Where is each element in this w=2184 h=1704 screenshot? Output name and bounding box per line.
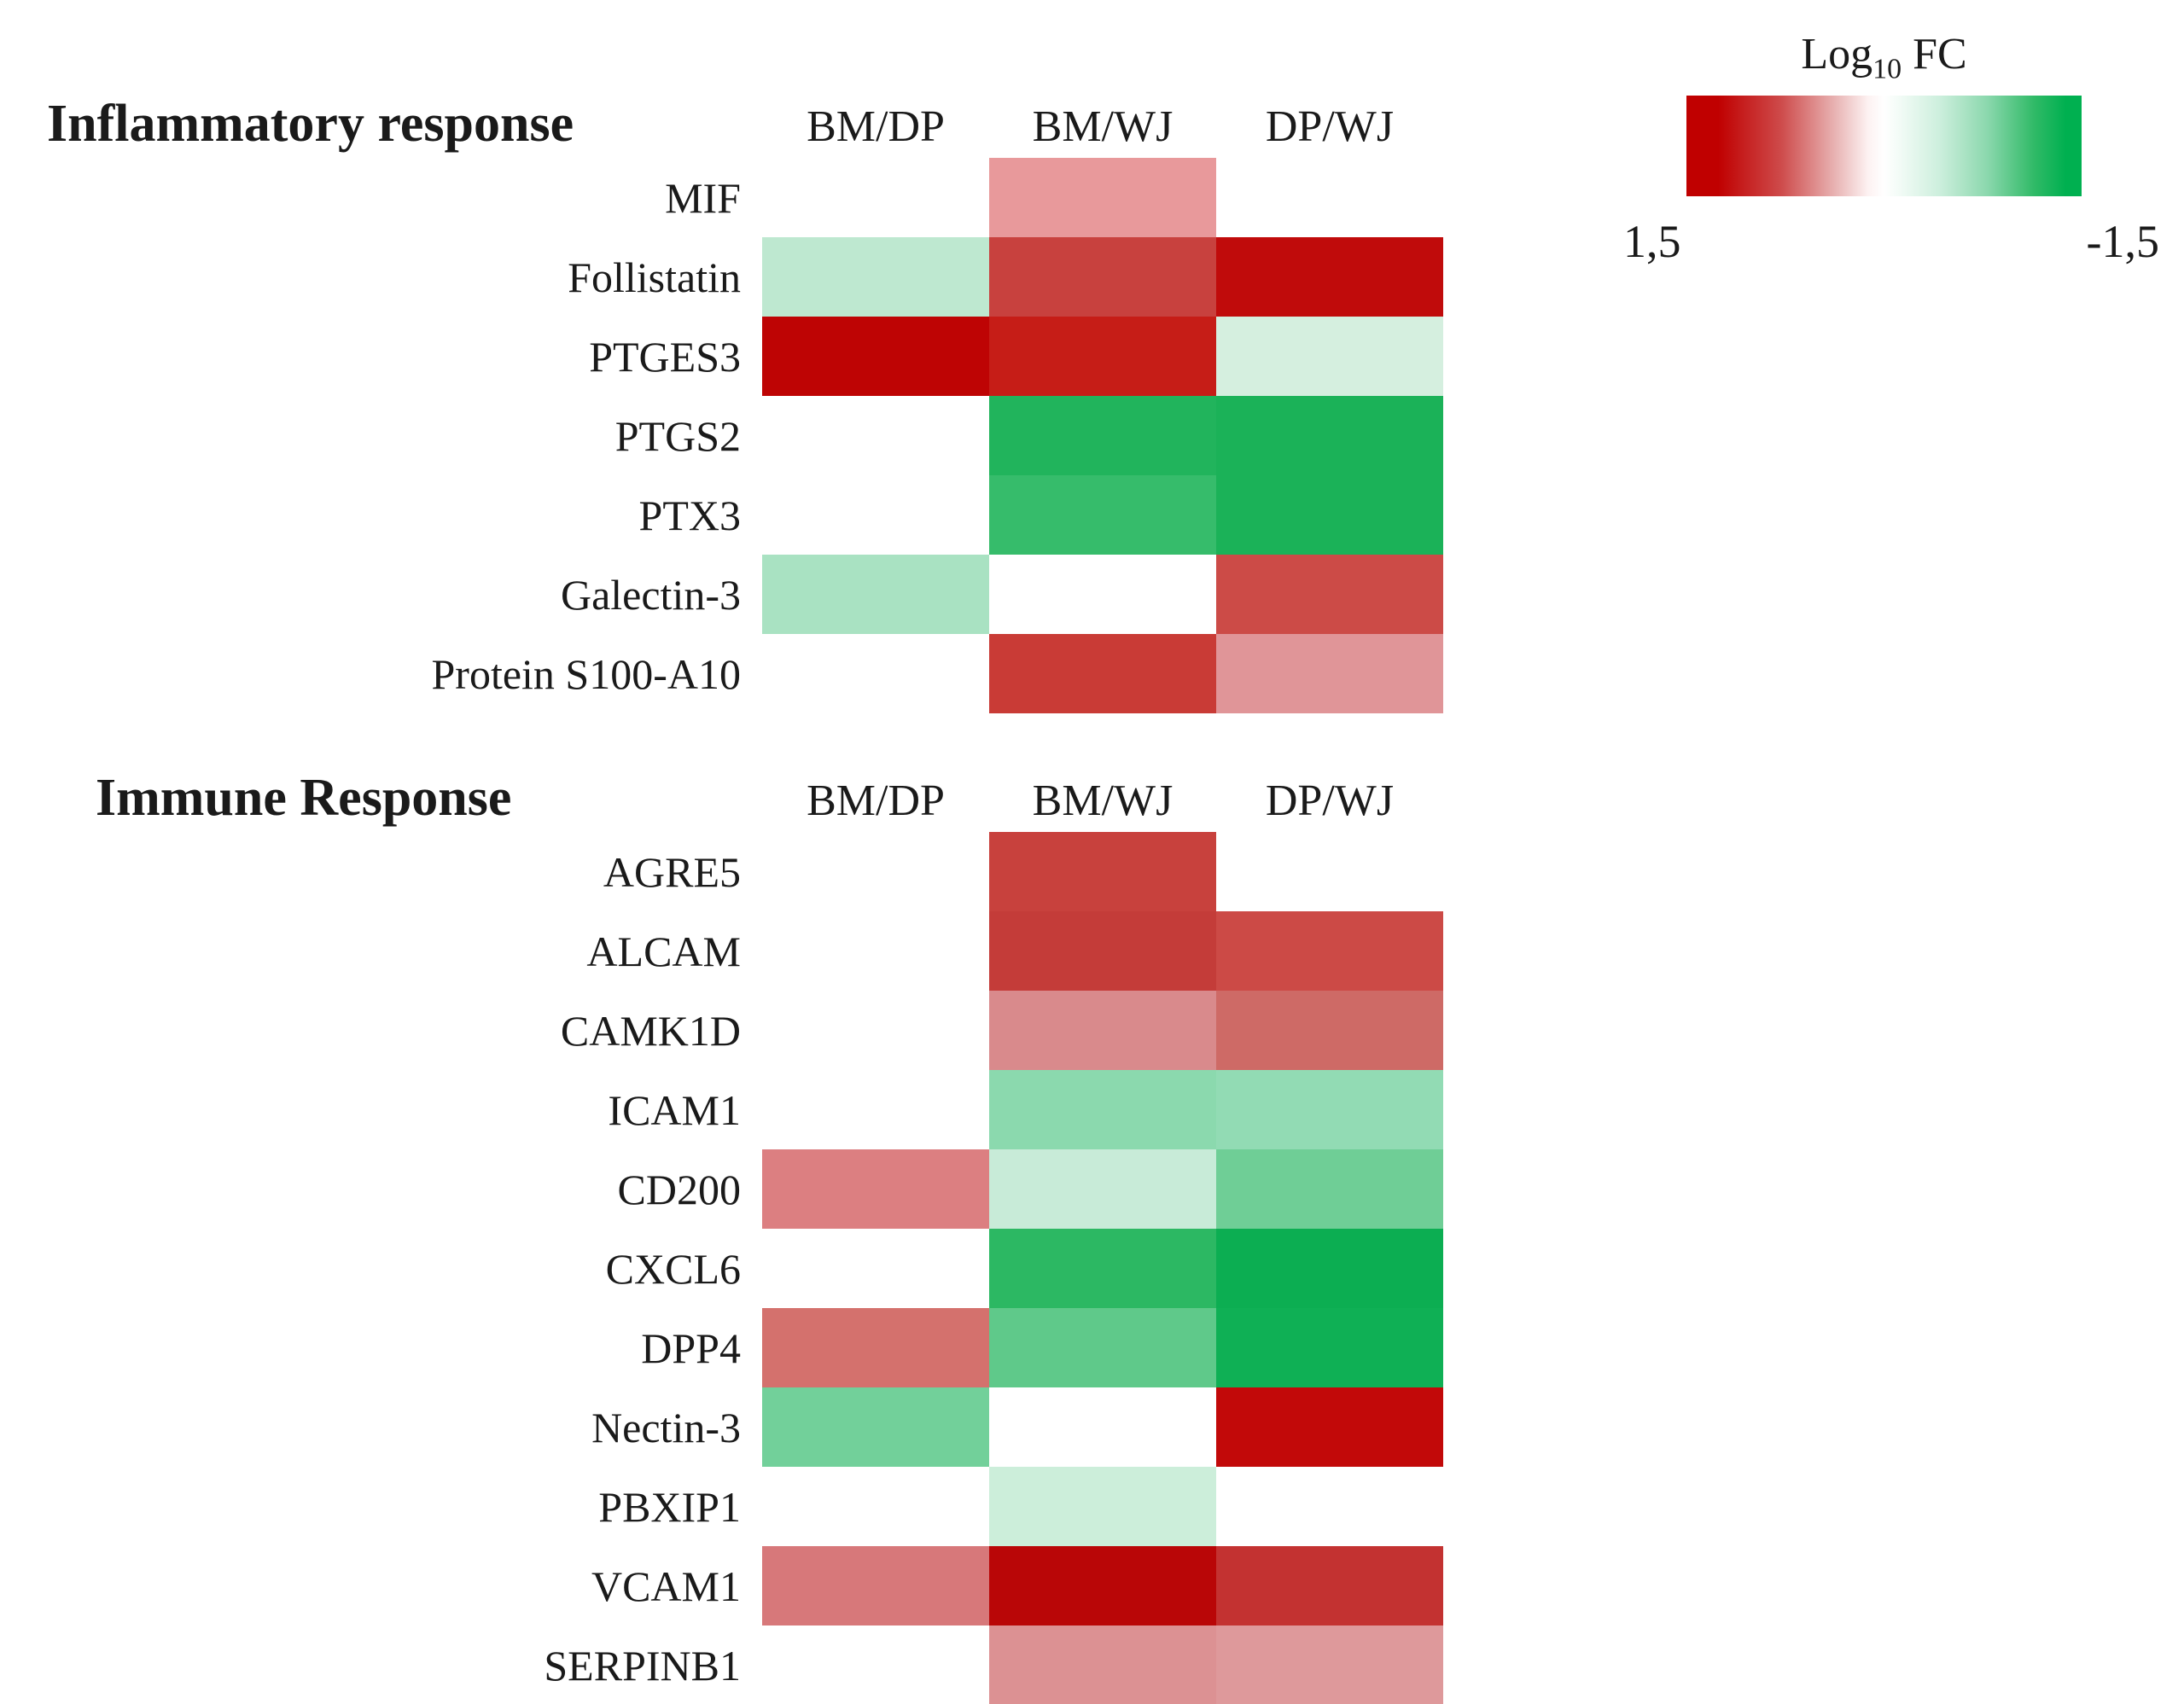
heatmap-cell — [1216, 1308, 1443, 1387]
heatmap-cell — [1216, 396, 1443, 475]
heatmap-cell — [989, 475, 1216, 555]
column-headers-inflammatory: BM/DP BM/WJ DP/WJ — [762, 99, 1443, 152]
row-label-camk1d: CAMK1D — [560, 1006, 741, 1055]
row-label-cxcl6: CXCL6 — [605, 1244, 741, 1293]
heatmap-grid-inflammatory — [762, 158, 1443, 713]
column-header-dp-wj: DP/WJ — [1265, 776, 1395, 825]
heatmap-cell — [989, 1229, 1216, 1308]
column-header-bm-wj: BM/WJ — [1032, 776, 1174, 825]
legend-max-label: 1,5 — [1623, 216, 1681, 267]
row-label-protein-s100-a10: Protein S100-A10 — [431, 649, 742, 698]
heatmap-cell — [989, 555, 1216, 634]
heatmap-cell — [762, 475, 989, 555]
heatmap-cell — [1216, 317, 1443, 396]
column-header-bm-dp: BM/DP — [807, 776, 945, 825]
legend-title-fc: FC — [1913, 30, 1967, 79]
heatmap-cell — [1216, 1387, 1443, 1467]
heatmap-grid-immune — [762, 832, 1443, 1704]
heatmap-cell — [762, 237, 989, 317]
heatmap-cell — [762, 1149, 989, 1229]
heatmap-cell — [989, 237, 1216, 317]
section-title-inflammatory-response: Inflammatory response — [47, 95, 574, 153]
heatmap-cell — [989, 317, 1216, 396]
heatmap-cell — [1216, 475, 1443, 555]
heatmap-cell — [762, 396, 989, 475]
row-label-ptx3: PTX3 — [638, 491, 741, 539]
heatmap-cell — [989, 1467, 1216, 1546]
heatmap-cell — [1216, 1546, 1443, 1625]
heatmap-cell — [762, 911, 989, 991]
heatmap-cell — [989, 911, 1216, 991]
legend-title: Log10 FC — [1686, 29, 2082, 85]
heatmap-cell — [1216, 991, 1443, 1070]
row-label-vcam1: VCAM1 — [591, 1562, 741, 1610]
heatmap-cell — [989, 634, 1216, 713]
row-label-alcam: ALCAM — [586, 927, 741, 975]
heatmap-cell — [762, 1308, 989, 1387]
row-label-agre5: AGRE5 — [603, 847, 741, 896]
heatmap-cell — [989, 1387, 1216, 1467]
heatmap-cell — [989, 396, 1216, 475]
column-header-bm-wj: BM/WJ — [1032, 102, 1174, 151]
heatmap-cell — [762, 317, 989, 396]
column-header-bm-dp: BM/DP — [807, 102, 945, 151]
heatmap-cell — [1216, 1625, 1443, 1704]
heatmap-cell — [1216, 911, 1443, 991]
heatmap-cell — [989, 1149, 1216, 1229]
column-headers-immune: BM/DP BM/WJ DP/WJ — [762, 773, 1443, 826]
legend-title-log: Log — [1801, 30, 1873, 79]
heatmap-cell — [1216, 158, 1443, 237]
heatmap-cell — [1216, 237, 1443, 317]
heatmap-cell — [762, 555, 989, 634]
heatmap-cell — [989, 991, 1216, 1070]
heatmap-cell — [762, 1070, 989, 1149]
heatmap-cell — [762, 1546, 989, 1625]
heatmap-cell — [989, 1546, 1216, 1625]
heatmap-cell — [762, 1229, 989, 1308]
row-label-follistatin: Follistatin — [568, 253, 741, 301]
heatmap-cell — [762, 1625, 989, 1704]
row-labels-inflammatory: MIF Follistatin PTGES3 PTGS2 PTX3 Galectin-3 P… — [0, 158, 751, 713]
column-header-dp-wj: DP/WJ — [1265, 102, 1395, 151]
heatmap-cell — [989, 1308, 1216, 1387]
heatmap-cell — [1216, 1149, 1443, 1229]
heatmap-cell — [1216, 634, 1443, 713]
row-label-ptgs2: PTGS2 — [614, 411, 741, 460]
heatmap-cell — [1216, 832, 1443, 911]
row-labels-immune: AGRE5 ALCAM CAMK1D ICAM1 CD200 CXCL6 DPP4 Necti… — [0, 832, 751, 1704]
heatmap-cell — [1216, 1467, 1443, 1546]
legend-gradient-bar — [1686, 96, 2082, 196]
heatmap-cell — [989, 1070, 1216, 1149]
heatmap-cell — [762, 1467, 989, 1546]
row-label-ptges3: PTGES3 — [589, 332, 741, 381]
heatmap-cell — [762, 832, 989, 911]
heatmap-cell — [989, 158, 1216, 237]
row-label-galectin-3: Galectin-3 — [560, 570, 741, 619]
heatmap-cell — [762, 1387, 989, 1467]
row-label-nectin-3: Nectin-3 — [591, 1403, 741, 1451]
row-label-cd200: CD200 — [617, 1165, 741, 1213]
row-label-mif: MIF — [665, 173, 741, 222]
row-label-serpinb1: SERPINB1 — [544, 1641, 741, 1689]
row-label-pbxip1: PBXIP1 — [598, 1482, 741, 1531]
heatmap-cell — [1216, 1070, 1443, 1149]
section-title-immune-response: Immune Response — [96, 769, 512, 827]
row-label-dpp4: DPP4 — [641, 1323, 741, 1372]
heatmap-cell — [989, 832, 1216, 911]
heatmap-cell — [989, 1625, 1216, 1704]
heatmap-cell — [1216, 1229, 1443, 1308]
heatmap-cell — [1216, 555, 1443, 634]
legend-min-label: -1,5 — [2086, 216, 2159, 267]
heatmap-cell — [762, 634, 989, 713]
heatmap-cell — [762, 158, 989, 237]
row-label-icam1: ICAM1 — [608, 1085, 741, 1134]
heatmap-cell — [762, 991, 989, 1070]
legend-title-subscript: 10 — [1872, 53, 1902, 85]
